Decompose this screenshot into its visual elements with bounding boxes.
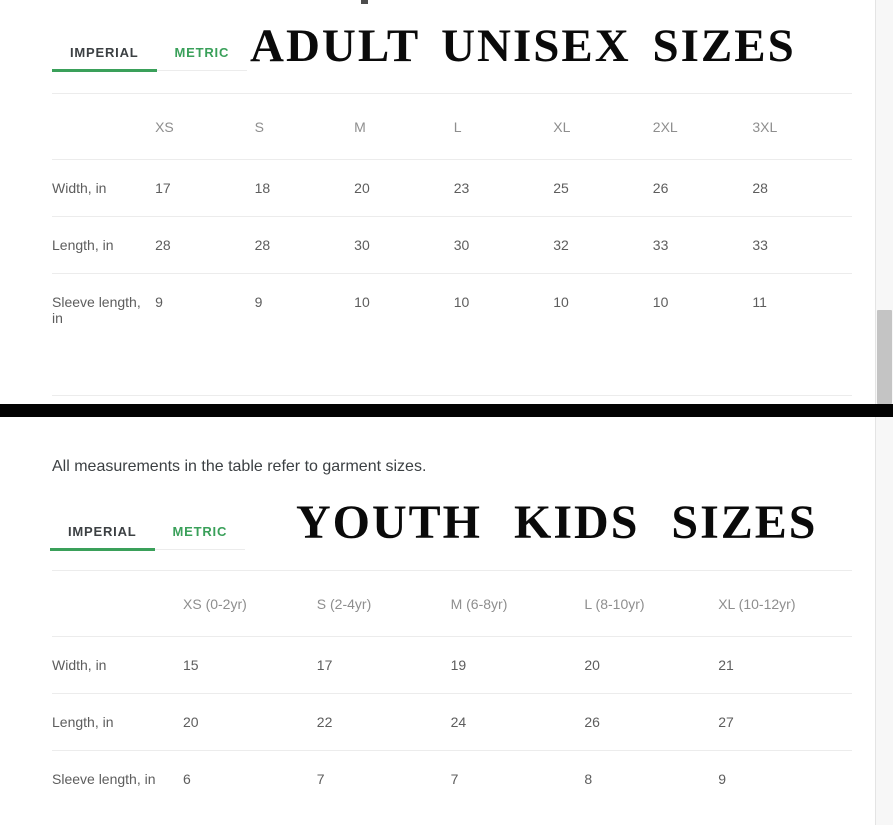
cell: 20 bbox=[584, 657, 600, 673]
cell: 11 bbox=[752, 294, 767, 310]
adult-header-row: XS S M L XL 2XL 3XL bbox=[52, 94, 852, 160]
tab-metric[interactable]: METRIC bbox=[172, 524, 228, 539]
cell: 9 bbox=[718, 771, 726, 787]
cell: 7 bbox=[316, 771, 325, 787]
row-label: Sleeve length, in bbox=[52, 294, 141, 326]
tab-imperial[interactable]: IMPERIAL bbox=[52, 35, 157, 72]
cell: 32 bbox=[553, 237, 569, 253]
cell: 10 bbox=[553, 294, 569, 310]
column-header: 3XL bbox=[752, 119, 778, 135]
measurement-note: All measurements in the table refer to g… bbox=[52, 458, 427, 475]
row-label: Width, in bbox=[52, 180, 107, 196]
column-header: S bbox=[254, 119, 264, 135]
table-row-sleeve: Sleeve length, in 6 7 7 8 9 bbox=[52, 751, 852, 808]
youth-size-table: XS (0-2yr) S (2-4yr) M (6-8yr) L (8-10yr… bbox=[52, 570, 852, 807]
cell: 10 bbox=[453, 294, 470, 310]
row-label: Sleeve length, in bbox=[52, 771, 156, 787]
cell: 24 bbox=[450, 714, 467, 730]
youth-sizes-title: YOUTH KIDS SIZES bbox=[296, 496, 818, 549]
cell: 17 bbox=[316, 657, 333, 673]
tab-metric[interactable]: METRIC bbox=[174, 45, 230, 60]
cell: 27 bbox=[718, 714, 734, 730]
section-divider bbox=[0, 404, 893, 417]
table-row-width: Width, in 17 18 20 23 25 26 28 bbox=[52, 160, 852, 217]
cell: 8 bbox=[584, 771, 593, 787]
cell: 33 bbox=[752, 237, 768, 253]
cell: 10 bbox=[652, 294, 669, 310]
cell: 26 bbox=[584, 714, 600, 730]
scrollbar-thumb[interactable] bbox=[877, 310, 892, 404]
cell: 22 bbox=[316, 714, 333, 730]
table-row-length: Length, in 20 22 24 26 27 bbox=[52, 694, 852, 751]
row-label: Width, in bbox=[52, 657, 107, 673]
cell: 10 bbox=[354, 294, 370, 310]
cell: 9 bbox=[155, 294, 163, 310]
cell: 7 bbox=[450, 771, 459, 787]
cell: 19 bbox=[450, 657, 467, 673]
cell: 33 bbox=[652, 237, 669, 253]
adult-unit-tabs: IMPERIAL METRIC bbox=[52, 35, 248, 72]
cell: 25 bbox=[553, 180, 569, 196]
row-label: Length, in bbox=[52, 714, 114, 730]
corner-cell bbox=[52, 571, 183, 637]
column-header: M (6-8yr) bbox=[450, 596, 508, 612]
adult-size-table: XS S M L XL 2XL 3XL Width, in 17 18 20 2… bbox=[52, 93, 852, 396]
column-header: XL (10-12yr) bbox=[718, 596, 796, 612]
table-row-width: Width, in 15 17 19 20 21 bbox=[52, 637, 852, 694]
cell: 21 bbox=[718, 657, 734, 673]
column-header: M bbox=[354, 119, 366, 135]
column-header: S (2-4yr) bbox=[316, 596, 372, 612]
cell: 30 bbox=[354, 237, 370, 253]
column-header: L bbox=[453, 119, 462, 135]
corner-cell bbox=[52, 94, 155, 160]
cell: 28 bbox=[155, 237, 171, 253]
tab-imperial[interactable]: IMPERIAL bbox=[50, 514, 155, 551]
adult-sizes-title: ADULT UNISEX SIZES bbox=[250, 20, 796, 72]
column-header: XS bbox=[155, 119, 174, 135]
table-row-length: Length, in 28 28 30 30 32 33 33 bbox=[52, 217, 852, 274]
cropped-content-artifact bbox=[361, 0, 368, 4]
cell: 15 bbox=[183, 657, 199, 673]
column-header: 2XL bbox=[652, 119, 678, 135]
youth-unit-tabs: IMPERIAL METRIC bbox=[50, 514, 246, 551]
column-header: XS (0-2yr) bbox=[183, 596, 247, 612]
row-label: Length, in bbox=[52, 237, 114, 253]
table-row-sleeve: Sleeve length, in 9 9 10 10 10 10 11 bbox=[52, 274, 852, 396]
youth-header-row: XS (0-2yr) S (2-4yr) M (6-8yr) L (8-10yr… bbox=[52, 571, 852, 637]
cell: 28 bbox=[254, 237, 271, 253]
cell: 17 bbox=[155, 180, 171, 196]
cell: 6 bbox=[183, 771, 191, 787]
cell: 26 bbox=[652, 180, 669, 196]
cell: 20 bbox=[354, 180, 370, 196]
column-header: XL bbox=[553, 119, 571, 135]
cell: 28 bbox=[752, 180, 768, 196]
cell: 30 bbox=[453, 237, 470, 253]
column-header: L (8-10yr) bbox=[584, 596, 645, 612]
cell: 18 bbox=[254, 180, 271, 196]
cell: 9 bbox=[254, 294, 263, 310]
cell: 23 bbox=[453, 180, 470, 196]
cell: 20 bbox=[183, 714, 199, 730]
